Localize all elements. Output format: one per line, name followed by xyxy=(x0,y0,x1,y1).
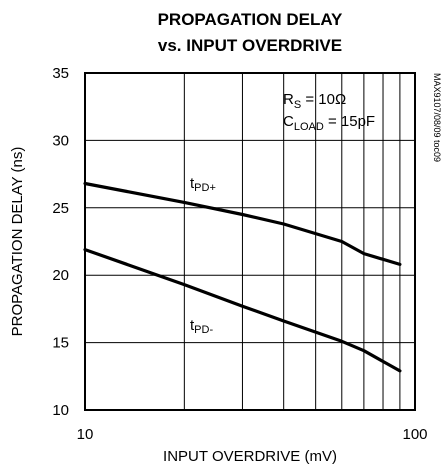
annotation-rs: RS = 10Ω xyxy=(283,91,346,111)
figure-id-label: MAX9107/08/09 toc09 xyxy=(432,73,442,162)
series-lines xyxy=(83,181,402,373)
y-axis-label: PROPAGATION DELAY (ns) xyxy=(9,147,26,337)
cload-subscript: LOAD xyxy=(294,121,324,133)
y-tick-label: 20 xyxy=(52,267,69,284)
x-tick-label: 10 xyxy=(77,426,94,443)
x-tick-label: 100 xyxy=(402,426,427,443)
chart-title-line2: vs. INPUT OVERDRIVE xyxy=(158,36,342,55)
annotation-cload: CLOAD = 15pF xyxy=(283,113,375,133)
y-tick-label: 35 xyxy=(52,65,69,82)
rs-subscript: S xyxy=(294,99,301,111)
series-line-tpd-minus xyxy=(83,248,402,373)
x-axis-label: INPUT OVERDRIVE (mV) xyxy=(163,448,337,465)
series-label-tpd-minus: tPD- xyxy=(190,317,213,336)
tpd-plus-base: t xyxy=(190,175,195,192)
plot-frame xyxy=(84,72,416,411)
series-label-tpd-plus: tPD+ xyxy=(190,175,216,194)
y-tick-label: 25 xyxy=(52,200,69,217)
x-tick-labels: 10 100 xyxy=(77,426,428,443)
chart-title-line1: PROPAGATION DELAY xyxy=(158,10,343,29)
y-tick-label: 10 xyxy=(52,402,69,419)
y-tick-label: 15 xyxy=(52,335,69,352)
y-tick-labels: 35 30 25 20 15 10 xyxy=(52,65,69,419)
y-tick-label: 30 xyxy=(52,132,69,149)
rs-value: = 10Ω xyxy=(301,91,346,108)
series-line-tpd-plus xyxy=(83,181,402,266)
tpd-minus-base: t xyxy=(190,317,195,334)
cload-base: C xyxy=(283,113,294,130)
tpd-plus-subscript: PD+ xyxy=(194,182,216,194)
rs-base: R xyxy=(283,91,294,108)
cload-value: = 15pF xyxy=(324,113,375,130)
tpd-minus-subscript: PD- xyxy=(194,324,213,336)
